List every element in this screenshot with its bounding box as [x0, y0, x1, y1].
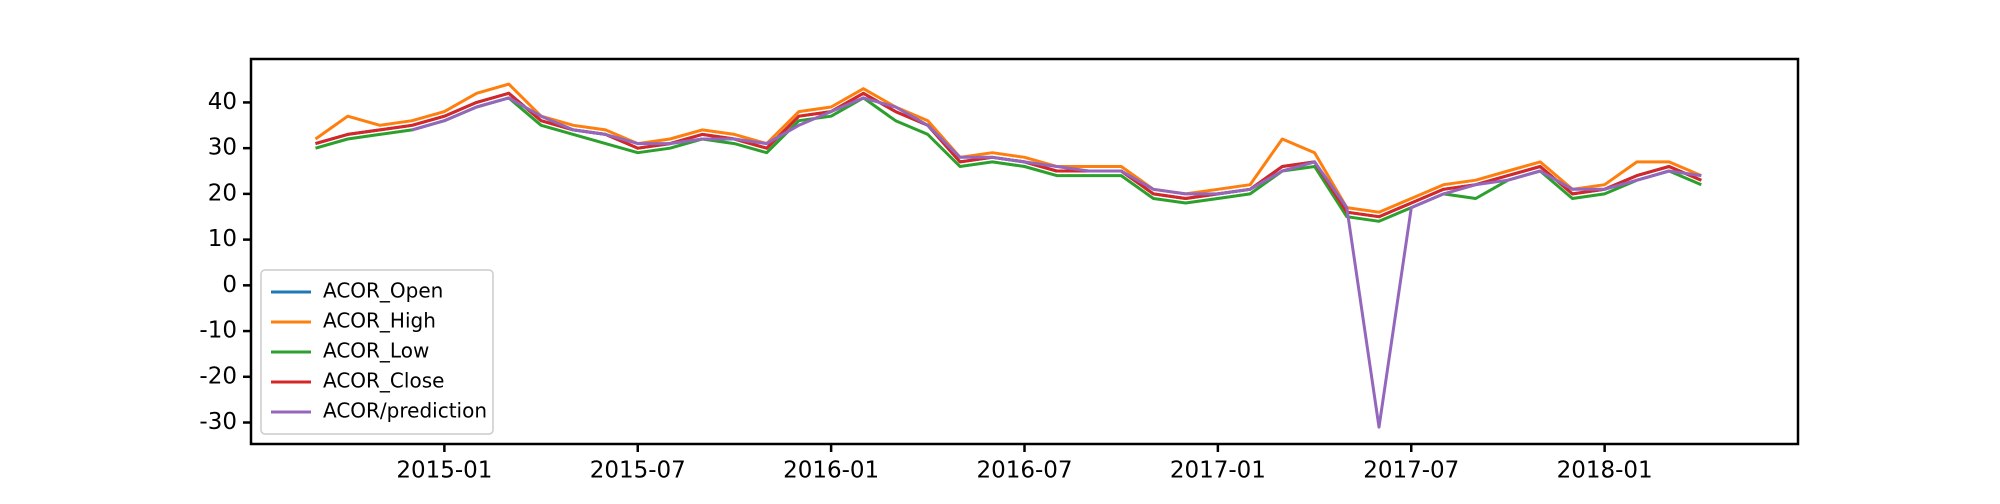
legend-label: ACOR_Open	[323, 279, 443, 303]
y-tick-label: -30	[199, 409, 237, 435]
series-line	[314, 82, 1702, 214]
y-tick-label: 40	[208, 89, 237, 115]
y-tick-label: 10	[208, 226, 237, 252]
y-tick-label: -20	[199, 363, 237, 389]
series-line	[315, 96, 1702, 223]
x-tick-label: 2015-07	[590, 458, 686, 484]
x-tick-label: 2016-01	[783, 458, 879, 484]
legend-label: ACOR/prediction	[323, 399, 487, 423]
legend-label: ACOR_Low	[323, 339, 429, 363]
x-tick-label: 2017-07	[1363, 458, 1459, 484]
legend-box	[260, 269, 494, 435]
y-tick-label: 0	[222, 272, 237, 298]
x-tick-label: 2016-07	[976, 458, 1072, 484]
x-tick-label: 2017-01	[1170, 458, 1266, 484]
legend-label: ACOR_Close	[323, 369, 444, 393]
x-tick-label: 2015-01	[396, 458, 492, 484]
x-tick-label: 2018-01	[1557, 458, 1653, 484]
legend-label: ACOR_High	[323, 309, 436, 333]
y-tick-label: 30	[208, 135, 237, 161]
y-tick-label: -10	[199, 318, 237, 344]
y-tick-label: 20	[208, 180, 237, 206]
series-line	[411, 96, 1702, 429]
